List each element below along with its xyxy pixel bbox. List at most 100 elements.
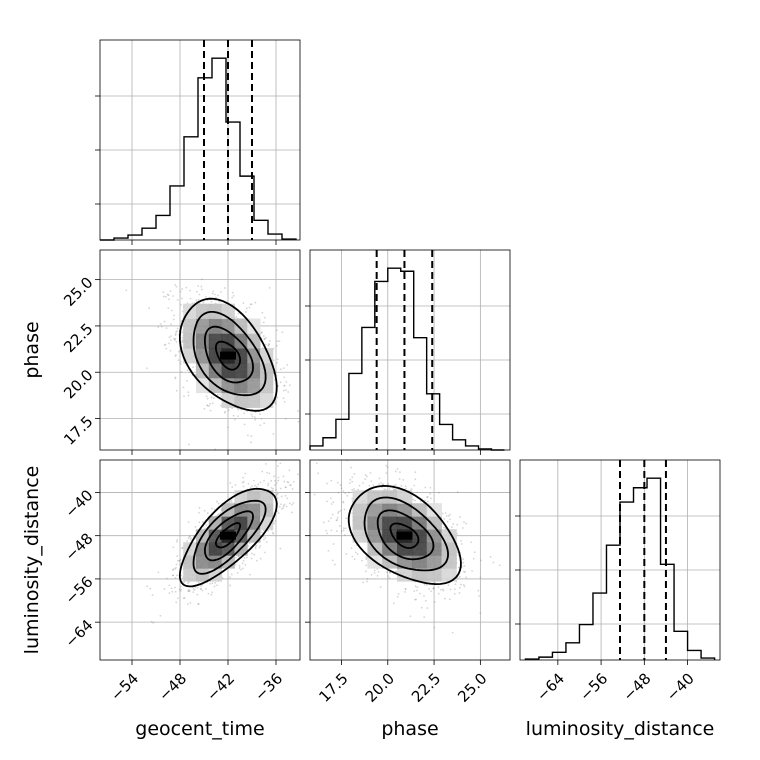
scatter-point: [180, 371, 183, 374]
scatter-point: [279, 381, 282, 384]
scatter-point: [357, 488, 359, 491]
scatter-point: [473, 551, 476, 554]
scatter-point: [463, 585, 466, 588]
scatter-point: [414, 585, 417, 588]
scatter-point: [203, 527, 206, 530]
scatter-point: [254, 301, 257, 304]
scatter-point: [353, 558, 356, 561]
scatter-point: [157, 571, 160, 574]
scatter-point: [285, 505, 288, 508]
density-cell: [426, 529, 442, 543]
scatter-point: [203, 509, 206, 512]
scatter-point: [174, 333, 177, 335]
scatter-point: [173, 337, 175, 340]
scatter-point: [170, 323, 172, 326]
scatter-point: [268, 287, 271, 289]
scatter-point: [281, 331, 284, 334]
scatter-point: [181, 547, 184, 550]
scatter-point: [237, 408, 240, 411]
scatter-point: [400, 484, 403, 487]
scatter-point: [458, 586, 461, 589]
scatter-point: [203, 407, 206, 410]
scatter-point: [251, 415, 254, 418]
scatter-point: [465, 576, 468, 579]
density-cell: [260, 503, 274, 517]
scatter-point: [236, 572, 239, 574]
density-cell: [234, 392, 248, 408]
scatter-point: [185, 286, 188, 289]
scatter-point: [282, 505, 285, 507]
scatter-point: [187, 521, 190, 524]
scatter-point: [230, 573, 233, 576]
scatter-point: [464, 571, 466, 573]
scatter-point: [342, 529, 345, 532]
scatter-point: [175, 354, 177, 356]
scatter-point: [362, 581, 365, 584]
scatter-point: [415, 589, 418, 592]
scatter-point: [277, 512, 280, 514]
scatter-point: [238, 567, 241, 569]
scatter-point: [336, 516, 339, 519]
scatter-point: [386, 466, 389, 469]
scatter-point: [250, 435, 253, 437]
scatter-point: [255, 544, 258, 547]
x-axis-label: geocent_time: [135, 718, 264, 740]
scatter-point: [172, 568, 175, 571]
scatter-point: [388, 572, 391, 574]
density-cell: [352, 503, 368, 517]
scatter-point: [272, 532, 275, 535]
scatter-point: [206, 512, 209, 514]
scatter-point: [330, 503, 333, 505]
density-cell: [208, 516, 223, 530]
scatter-point: [432, 587, 435, 590]
scatter-point: [291, 488, 294, 490]
scatter-point: [209, 409, 212, 412]
scatter-point: [276, 465, 279, 468]
scatter-point: [179, 360, 182, 363]
scatter-point: [174, 334, 177, 336]
scatter-point: [394, 483, 397, 486]
scatter-point: [330, 529, 333, 532]
scatter-point: [263, 479, 265, 482]
scatter-point: [398, 478, 401, 480]
scatter-point: [463, 565, 466, 567]
scatter-point: [498, 564, 501, 567]
scatter-point: [339, 525, 341, 527]
scatter-point: [224, 410, 227, 413]
scatter-point: [433, 587, 435, 590]
scatter-point: [162, 295, 165, 298]
scatter-point: [227, 409, 230, 412]
scatter-point: [272, 487, 274, 490]
scatter-point: [213, 585, 216, 588]
scatter-point: [217, 294, 219, 297]
scatter-point: [212, 397, 215, 400]
density-cell: [260, 392, 274, 408]
density-cell: [247, 333, 261, 349]
y-tick-label: 22.5: [60, 320, 96, 356]
scatter-point: [248, 306, 251, 309]
scatter-point: [292, 501, 295, 504]
scatter-point: [217, 513, 220, 515]
scatter-point: [251, 485, 253, 487]
scatter-point: [263, 337, 266, 340]
scatter-point: [315, 462, 318, 465]
scatter-point: [387, 575, 389, 577]
scatter-point: [245, 311, 247, 313]
scatter-point: [179, 558, 182, 561]
scatter-point: [186, 582, 189, 585]
x-tick-label: 17.5: [315, 670, 351, 706]
scatter-point: [202, 301, 205, 304]
scatter-point: [274, 519, 277, 522]
scatter-point: [351, 488, 354, 491]
scatter-point: [430, 590, 432, 593]
scatter-point: [238, 565, 241, 567]
scatter-point: [170, 309, 173, 312]
scatter-point: [268, 472, 271, 475]
scatter-point: [206, 397, 209, 400]
scatter-point: [437, 491, 440, 494]
scatter-point: [189, 535, 191, 537]
density-cell: [208, 542, 223, 556]
scatter-point: [382, 483, 385, 486]
scatter-point: [334, 563, 336, 566]
scatter-point: [205, 587, 207, 590]
